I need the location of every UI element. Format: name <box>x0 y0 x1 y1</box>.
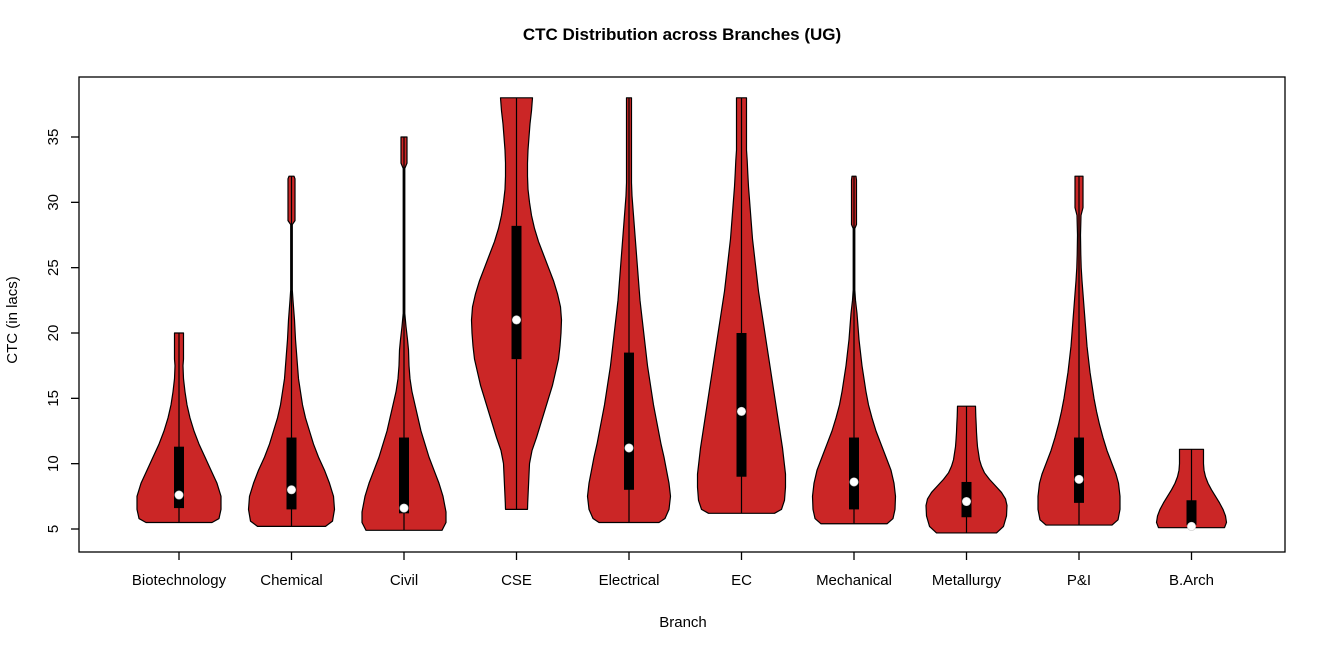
y-tick-label: 30 <box>45 194 62 211</box>
iqr-box <box>1074 437 1084 503</box>
violin-cse <box>470 97 563 510</box>
x-tick-label: EC <box>731 572 752 589</box>
iqr-box <box>1186 500 1197 526</box>
violin-ec <box>696 97 787 514</box>
y-tick-label: 15 <box>45 390 62 407</box>
iqr-box <box>399 437 409 514</box>
median-dot <box>736 406 746 416</box>
x-tick-label: Electrical <box>599 572 660 589</box>
violin-biotechnology <box>136 332 222 524</box>
violin-electrical <box>586 97 672 524</box>
chart-title: CTC Distribution across Branches (UG) <box>523 25 841 44</box>
y-tick-label: 5 <box>45 525 62 533</box>
x-tick-label: B.Arch <box>1169 572 1214 589</box>
x-axis-title: Branch <box>659 614 707 631</box>
iqr-box <box>286 437 297 510</box>
plot-area: 5 10 15 20 25 30 35 Biotechnology Chemical Civil C… <box>45 76 1286 589</box>
y-axis-title: CTC (in lacs) <box>4 276 21 364</box>
violin-p-i <box>1037 175 1121 526</box>
violin-metallurgy <box>925 405 1008 534</box>
median-dot <box>286 485 296 495</box>
iqr-box <box>624 352 634 490</box>
median-dot <box>961 497 971 507</box>
iqr-box <box>511 225 522 360</box>
median-dot <box>1187 521 1197 531</box>
violin-mechanical <box>811 175 897 525</box>
median-dot <box>1074 474 1084 484</box>
x-tick-label: Civil <box>390 572 418 589</box>
y-tick-label: 10 <box>45 455 62 472</box>
x-tick-label: Chemical <box>260 572 323 589</box>
y-tick-label: 20 <box>45 325 62 342</box>
median-dot <box>849 477 859 487</box>
x-tick-label: P&I <box>1067 572 1091 589</box>
iqr-box <box>736 332 747 477</box>
iqr-box <box>174 446 184 509</box>
violin-civil <box>361 136 447 531</box>
median-dot <box>399 503 409 513</box>
y-tick-label: 35 <box>45 129 62 146</box>
y-tick-label: 25 <box>45 259 62 276</box>
x-tick-label: Biotechnology <box>132 572 227 589</box>
median-dot <box>511 315 521 325</box>
plot-border <box>78 76 1286 553</box>
x-tick-label: Mechanical <box>816 572 892 589</box>
iqr-box <box>849 437 859 510</box>
violin-chemical <box>247 175 336 527</box>
violin-b-arch <box>1155 448 1228 531</box>
x-tick-label: CSE <box>501 572 532 589</box>
median-dot <box>174 490 184 500</box>
median-dot <box>624 443 634 453</box>
x-tick-label: Metallurgy <box>932 572 1002 589</box>
